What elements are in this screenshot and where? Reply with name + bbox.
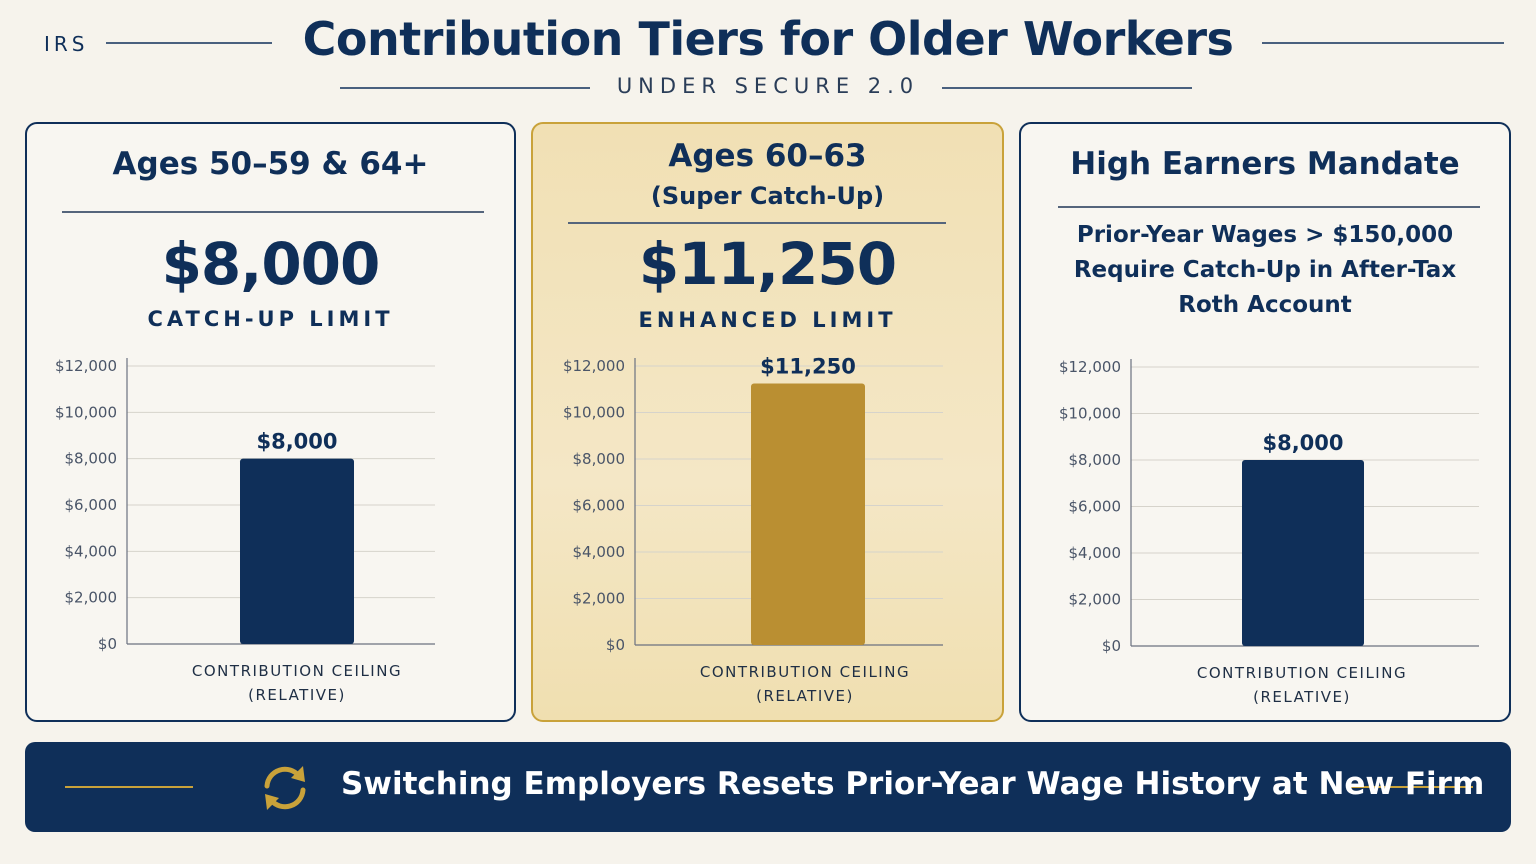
subtitle-rule-right [942, 87, 1192, 89]
y-tick-label: $4,000 [65, 542, 118, 560]
y-tick-label: $6,000 [573, 497, 626, 515]
x-axis-label: (RELATIVE) [756, 687, 854, 705]
y-tick-label: $8,000 [573, 450, 626, 468]
panel-description: Prior-Year Wages > $150,000 Require Catc… [1061, 218, 1469, 323]
y-tick-label: $0 [98, 635, 117, 653]
refresh-cycle-icon [264, 766, 306, 810]
y-tick-label: $0 [606, 636, 625, 654]
panel-divider [568, 222, 946, 224]
panel-subtitle: (Super Catch-Up) [650, 182, 885, 210]
limit-amount: $8,000 [161, 230, 381, 298]
y-tick-label: $12,000 [55, 357, 117, 375]
bar-data-label: $8,000 [1262, 431, 1343, 455]
bar [751, 383, 865, 645]
limit-amount: $11,250 [638, 230, 897, 298]
y-tick-label: $12,000 [1059, 358, 1121, 376]
page-subtitle: UNDER SECURE 2.0 [616, 74, 920, 98]
x-axis-label: CONTRIBUTION CEILING [1197, 664, 1407, 682]
footer-banner: Switching Employers Resets Prior-Year Wa… [25, 742, 1511, 832]
panel-divider [62, 211, 484, 213]
description-line: Require Catch-Up in After-Tax [1073, 257, 1457, 283]
header-rule-left [106, 42, 272, 44]
brand-label: IRS [44, 32, 89, 56]
header-rule-right [1262, 42, 1504, 44]
y-tick-label: $6,000 [1069, 498, 1122, 516]
y-tick-label: $10,000 [55, 403, 117, 421]
y-tick-label: $4,000 [573, 543, 626, 561]
y-tick-label: $2,000 [1069, 591, 1122, 609]
panel-title: Ages 60–63 [668, 138, 867, 174]
banner-text: Switching Employers Resets Prior-Year Wa… [341, 766, 1485, 802]
y-tick-label: $10,000 [563, 404, 625, 422]
bar-data-label: $11,250 [760, 354, 856, 378]
y-tick-label: $2,000 [573, 590, 626, 608]
y-tick-label: $6,000 [65, 496, 118, 514]
y-tick-label: $12,000 [563, 357, 625, 375]
bar-chart-high-earners: $0 $2,000 $4,000 $6,000 $8,000 $10,000 $12,000… [1059, 358, 1479, 706]
page-title: Contribution Tiers for Older Workers [302, 12, 1234, 66]
x-axis-label: (RELATIVE) [248, 686, 346, 704]
limit-caption: ENHANCED LIMIT [638, 308, 897, 332]
bar-data-label: $8,000 [256, 430, 337, 454]
y-tick-label: $10,000 [1059, 405, 1121, 423]
y-tick-label: $4,000 [1069, 544, 1122, 562]
description-line: Roth Account [1178, 292, 1352, 318]
y-tick-label: $2,000 [65, 589, 118, 607]
y-tick-label: $0 [1102, 637, 1121, 655]
panel-title: Ages 50–59 & 64+ [112, 146, 429, 182]
panel-title: High Earners Mandate [1070, 146, 1460, 182]
panel-high-earners: High Earners Mandate Prior-Year Wages > … [1019, 122, 1511, 722]
bar [240, 458, 354, 644]
description-line: Prior-Year Wages > $150,000 [1076, 222, 1454, 248]
y-tick-label: $8,000 [1069, 451, 1122, 469]
x-axis-label: CONTRIBUTION CEILING [700, 663, 910, 681]
x-axis-label: CONTRIBUTION CEILING [192, 662, 402, 680]
y-tick-label: $8,000 [65, 450, 118, 468]
x-axis-label: (RELATIVE) [1253, 688, 1351, 706]
bar-chart-ages-60-63: $0 $2,000 $4,000 $6,000 $8,000 $10,000 $12,000… [563, 354, 943, 705]
limit-caption: CATCH-UP LIMIT [147, 307, 394, 331]
banner-rule-left [65, 786, 193, 788]
panel-ages-50-59: Ages 50–59 & 64+ $8,000 CATCH-UP LIMIT $… [25, 122, 516, 722]
bar [1242, 460, 1364, 646]
bar-chart-ages-50-59: $0 $2,000 $4,000 $6,000 $8,000 $10,000 $12,000… [55, 357, 435, 704]
subtitle-rule-left [340, 87, 590, 89]
panel-divider [1058, 206, 1480, 208]
panel-ages-60-63: Ages 60–63 (Super Catch-Up) $11,250 ENHA… [531, 122, 1004, 722]
banner-rule-right [1349, 786, 1473, 788]
